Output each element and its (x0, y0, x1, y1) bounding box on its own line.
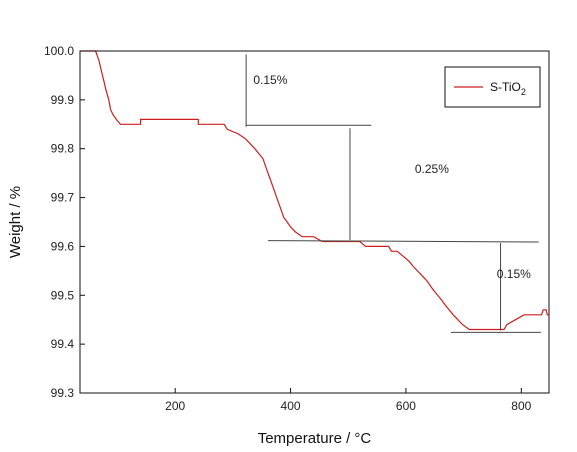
mass-loss-annotation: 0.15% (253, 73, 287, 87)
y-tick-label: 99.6 (51, 239, 75, 253)
x-axis-title: Temperature / °C (258, 430, 372, 447)
x-tick-label: 800 (511, 399, 531, 413)
y-tick-label: 99.9 (51, 93, 75, 107)
legend: S-TiO2 (445, 67, 540, 107)
mass-loss-annotation: 0.15% (497, 267, 531, 281)
x-tick-label: 600 (396, 399, 416, 413)
x-tick-label: 200 (165, 399, 185, 413)
y-tick-label: 100.0 (44, 44, 74, 58)
y-tick-label: 99.4 (51, 337, 75, 351)
y-tick-label: 99.7 (51, 191, 75, 205)
x-tick-label: 400 (281, 399, 301, 413)
y-tick-label: 99.5 (51, 288, 75, 302)
reference-line (268, 241, 539, 242)
y-tick-label: 99.8 (51, 142, 75, 156)
y-tick-label: 99.3 (51, 386, 75, 400)
y-axis-title: Weight / % (7, 186, 24, 258)
mass-loss-annotation: 0.25% (415, 162, 449, 176)
